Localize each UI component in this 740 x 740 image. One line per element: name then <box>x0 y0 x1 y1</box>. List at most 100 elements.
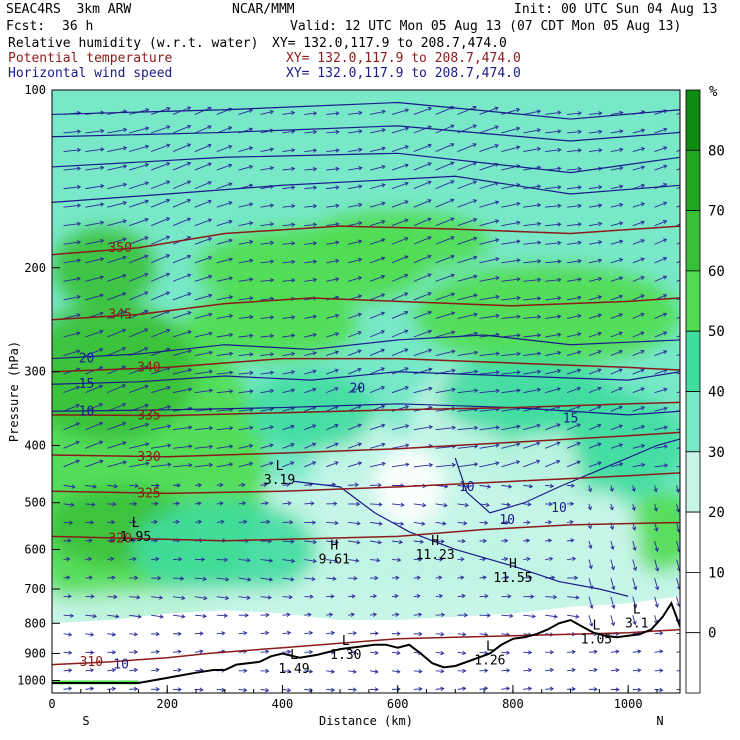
wind-vector-head <box>405 462 410 467</box>
wind-vector <box>304 613 311 616</box>
wind-vector <box>304 559 317 562</box>
wind-vector <box>369 238 385 245</box>
wind-vector <box>172 445 192 449</box>
wind-vector <box>676 112 680 115</box>
wind-vector-head <box>249 239 254 245</box>
wind-vector <box>413 464 433 468</box>
wind-vector-head <box>357 276 363 281</box>
relative-humidity-field <box>52 90 680 693</box>
wind-vector <box>194 275 212 282</box>
wind-vector <box>238 521 247 523</box>
wind-vector <box>654 128 667 134</box>
wind-vector-head <box>334 540 340 545</box>
wind-vector <box>129 688 138 690</box>
wind-vector-head <box>221 631 226 636</box>
wind-vector-head <box>269 461 274 466</box>
wind-vector <box>545 279 561 282</box>
wind-vector <box>85 130 104 134</box>
wind-vector <box>282 279 295 282</box>
wind-vector-head <box>75 459 80 464</box>
wind-vector-head <box>440 612 446 618</box>
wind-vector-head <box>76 294 81 300</box>
wind-vector-head <box>597 258 603 263</box>
wind-vector-head <box>654 547 659 552</box>
wind-vector-head <box>66 556 71 562</box>
y-tick-label: 800 <box>24 616 46 630</box>
colorbar-label: 80 <box>708 143 725 159</box>
wind-vector <box>129 200 149 208</box>
wind-vector <box>63 422 80 431</box>
wind-vector <box>588 485 592 492</box>
wind-vector <box>435 255 455 264</box>
wind-vector <box>676 503 680 512</box>
wind-vector <box>369 367 385 375</box>
x-tick-label: 200 <box>156 697 178 711</box>
wind-vector-head <box>312 332 317 338</box>
wind-vector <box>545 423 561 431</box>
wind-vector-head <box>553 594 558 600</box>
wind-vector <box>150 199 170 208</box>
wind-vector <box>369 522 382 525</box>
wind-vector-head <box>121 384 127 389</box>
wind-vector <box>654 596 658 608</box>
isentrope-label: 320 <box>108 532 131 547</box>
wind-vector-head <box>396 669 401 674</box>
wind-vector <box>610 406 623 412</box>
wind-vector <box>216 315 233 319</box>
wind-vector <box>632 559 637 571</box>
y-tick-label: 200 <box>24 261 46 275</box>
wind-vector <box>588 615 593 627</box>
wind-vector-head <box>418 631 423 637</box>
wind-vector-head <box>640 257 645 262</box>
wind-vector-head <box>76 349 81 354</box>
wind-vector-head <box>440 631 445 637</box>
wind-vector <box>194 577 207 580</box>
colorbar-label: 10 <box>708 565 725 581</box>
wind-vector-head <box>291 315 296 320</box>
wind-vector-head <box>312 387 317 392</box>
wind-vector <box>326 577 336 580</box>
wind-vector <box>523 503 531 505</box>
wind-vector-head <box>537 277 542 283</box>
wind-vector <box>85 460 103 468</box>
wind-vector <box>654 485 657 492</box>
wind-vector-head <box>495 219 500 224</box>
wind-vector <box>107 461 127 468</box>
wind-vector-head <box>228 313 234 319</box>
wind-vector <box>63 332 80 338</box>
rh-extremum-symbol: L <box>633 602 641 617</box>
wind-vector-head <box>113 594 118 600</box>
wind-vector <box>216 296 233 301</box>
rh-blob <box>628 491 680 572</box>
wind-vector <box>348 688 357 691</box>
wind-vector <box>413 255 432 264</box>
wind-vector-head <box>495 294 500 300</box>
wind-vector <box>282 502 291 505</box>
wind-vector <box>632 650 641 653</box>
wind-vector <box>457 389 478 394</box>
wind-vector <box>479 352 500 356</box>
wind-vector <box>413 349 432 356</box>
wind-vector <box>63 277 81 282</box>
wind-vector-head <box>450 124 455 129</box>
wind-vector <box>326 424 339 431</box>
wind-vector-head <box>528 484 534 489</box>
wind-vector <box>282 168 295 171</box>
wind-vector-head <box>291 241 296 246</box>
wind-vector <box>588 503 592 510</box>
wind-vector-head <box>308 669 314 674</box>
wind-vector <box>588 241 602 245</box>
colorbar-swatch <box>685 330 701 392</box>
wind-vector <box>676 596 680 607</box>
wind-vector <box>523 204 541 208</box>
wind-vector-head <box>98 421 104 426</box>
wind-vector <box>676 279 680 282</box>
wind-vector <box>545 205 561 208</box>
wind-vector-head <box>203 595 208 601</box>
rh-blob <box>184 289 358 360</box>
wind-vector-head <box>633 586 638 591</box>
wind-vector-head <box>556 459 561 464</box>
wind-vector <box>632 221 645 227</box>
wind-vector <box>304 223 317 227</box>
